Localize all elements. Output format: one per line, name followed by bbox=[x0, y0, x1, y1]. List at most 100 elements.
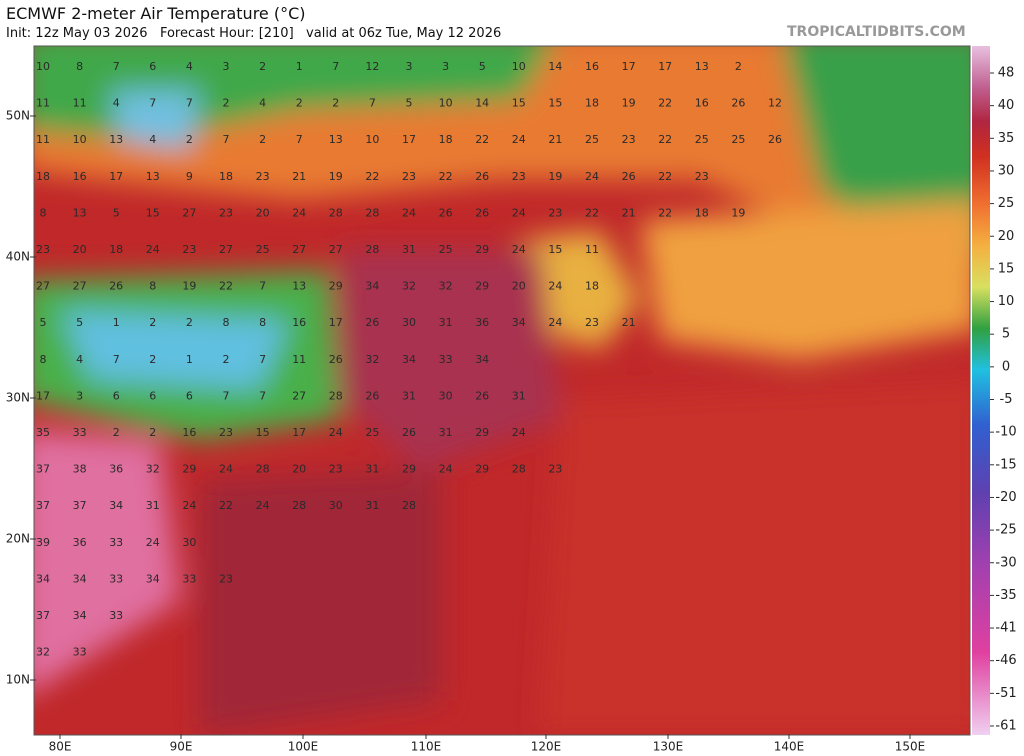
temperature-label: 22 bbox=[475, 133, 489, 146]
temperature-label: 2 bbox=[186, 133, 193, 146]
temperature-label: 17 bbox=[109, 170, 123, 183]
temperature-label: 7 bbox=[259, 389, 266, 402]
temperature-label: 24 bbox=[512, 206, 526, 219]
colorbar-label: -20 bbox=[995, 490, 1016, 505]
temperature-label: 27 bbox=[329, 243, 343, 256]
temperature-label: 29 bbox=[475, 280, 489, 293]
temperature-label: 21 bbox=[622, 206, 636, 219]
temperature-label: 26 bbox=[622, 170, 636, 183]
temperature-label: 10 bbox=[365, 133, 379, 146]
temperature-label: 28 bbox=[512, 463, 526, 476]
temperature-label: 39 bbox=[36, 536, 50, 549]
temperature-label: 7 bbox=[332, 60, 339, 73]
field-shapes bbox=[34, 46, 970, 735]
map-frame bbox=[33, 45, 971, 736]
temperature-label: 28 bbox=[365, 243, 379, 256]
temperature-label: 30 bbox=[182, 536, 196, 549]
temperature-label: 12 bbox=[365, 60, 379, 73]
temperature-label: 22 bbox=[219, 499, 233, 512]
temperature-label: 17 bbox=[622, 60, 636, 73]
temperature-label: 31 bbox=[402, 243, 416, 256]
temperature-label: 17 bbox=[658, 60, 672, 73]
temperature-label: 14 bbox=[548, 60, 562, 73]
temperature-label: 30 bbox=[329, 499, 343, 512]
temperature-label: 1 bbox=[186, 353, 193, 366]
temperature-label: 22 bbox=[585, 206, 599, 219]
temperature-label: 25 bbox=[256, 243, 270, 256]
temperature-label: 17 bbox=[402, 133, 416, 146]
temperature-label: 23 bbox=[219, 206, 233, 219]
temperature-label: 32 bbox=[402, 280, 416, 293]
temperature-label: 18 bbox=[36, 170, 50, 183]
temperature-label: 1 bbox=[296, 60, 303, 73]
temperature-label: 30 bbox=[439, 389, 453, 402]
temperature-label: 7 bbox=[186, 97, 193, 110]
temperature-label: 18 bbox=[695, 206, 709, 219]
temperature-label: 23 bbox=[182, 243, 196, 256]
colorbar-label: 5 bbox=[1002, 327, 1010, 342]
temperature-label: 32 bbox=[365, 353, 379, 366]
temperature-label: 29 bbox=[329, 280, 343, 293]
temperature-label: 25 bbox=[731, 133, 745, 146]
temperature-label: 17 bbox=[292, 426, 306, 439]
temperature-label: 16 bbox=[695, 97, 709, 110]
temperature-label: 31 bbox=[365, 463, 379, 476]
temperature-label: 20 bbox=[512, 280, 526, 293]
temperature-label: 13 bbox=[329, 133, 343, 146]
colorbar-label: -5 bbox=[1000, 392, 1013, 407]
temperature-label: 23 bbox=[548, 463, 562, 476]
temperature-label: 2 bbox=[259, 60, 266, 73]
temperature-label: 15 bbox=[256, 426, 270, 439]
temperature-label: 16 bbox=[182, 426, 196, 439]
temperature-label: 36 bbox=[109, 463, 123, 476]
temperature-label: 31 bbox=[439, 316, 453, 329]
temperature-label: 28 bbox=[402, 499, 416, 512]
temperature-label: 28 bbox=[329, 206, 343, 219]
temperature-label: 11 bbox=[73, 97, 87, 110]
temperature-label: 23 bbox=[622, 133, 636, 146]
temperature-label: 11 bbox=[36, 97, 50, 110]
lon-label: 130E bbox=[653, 740, 684, 754]
lat-label: 50N bbox=[6, 109, 30, 123]
temperature-label: 25 bbox=[695, 133, 709, 146]
title: ECMWF 2-meter Air Temperature (°C) bbox=[6, 4, 306, 23]
temperature-label: 8 bbox=[223, 316, 230, 329]
colorbar-label: -46 bbox=[995, 653, 1016, 668]
temperature-label: 3 bbox=[76, 389, 83, 402]
temperature-label: 31 bbox=[365, 499, 379, 512]
temperature-label: 22 bbox=[658, 133, 672, 146]
temperature-label: 24 bbox=[512, 133, 526, 146]
temperature-label: 7 bbox=[113, 353, 120, 366]
lon-label: 120E bbox=[531, 740, 562, 754]
temperature-label: 27 bbox=[73, 280, 87, 293]
temperature-label: 35 bbox=[36, 426, 50, 439]
temperature-label: 26 bbox=[439, 206, 453, 219]
temperature-label: 23 bbox=[402, 170, 416, 183]
temperature-label: 4 bbox=[76, 353, 83, 366]
temperature-label: 33 bbox=[109, 536, 123, 549]
colorbar-label: -10 bbox=[995, 425, 1016, 440]
colorbar-label: -61 bbox=[995, 719, 1016, 734]
temperature-label: 19 bbox=[731, 206, 745, 219]
temperature-label: 2 bbox=[259, 133, 266, 146]
temperature-label: 24 bbox=[585, 170, 599, 183]
temperature-label: 18 bbox=[109, 243, 123, 256]
lat-label: 10N bbox=[6, 673, 30, 687]
temperature-label: 8 bbox=[259, 316, 266, 329]
temperature-label: 29 bbox=[475, 426, 489, 439]
temperature-label: 13 bbox=[695, 60, 709, 73]
temperature-label: 13 bbox=[146, 170, 160, 183]
temperature-label: 28 bbox=[365, 206, 379, 219]
temperature-label: 20 bbox=[292, 463, 306, 476]
temperature-label: 22 bbox=[219, 280, 233, 293]
temperature-label: 25 bbox=[585, 133, 599, 146]
temperature-label: 1 bbox=[113, 316, 120, 329]
temperature-label: 33 bbox=[109, 609, 123, 622]
temperature-label: 24 bbox=[182, 499, 196, 512]
temperature-label: 20 bbox=[256, 206, 270, 219]
colorbar-label: 15 bbox=[998, 261, 1015, 276]
temperature-label: 2 bbox=[223, 97, 230, 110]
temperature-label: 31 bbox=[512, 389, 526, 402]
temperature-label: 21 bbox=[548, 133, 562, 146]
